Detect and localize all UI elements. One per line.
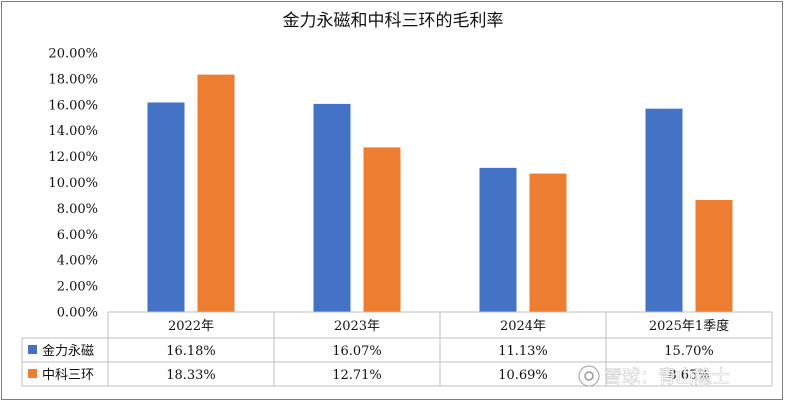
bar (479, 167, 517, 312)
y-tick-label: 6.00% (57, 228, 98, 243)
table-value: 18.33% (166, 368, 216, 383)
table-value: 8.65% (668, 368, 709, 383)
watermark-text: 雪球：青山隐士 (604, 367, 730, 388)
watermark-logo-icon (578, 365, 600, 387)
y-tick-label: 20.00% (48, 47, 98, 62)
category-label: 2025年1季度 (649, 318, 729, 334)
y-tick-label: 2.00% (57, 280, 98, 295)
y-tick-label: 16.00% (48, 98, 98, 113)
table-value: 12.71% (332, 368, 382, 383)
y-tick-label: 8.00% (57, 202, 98, 217)
table-value: 16.18% (166, 344, 216, 359)
legend-label: 中科三环 (42, 368, 94, 383)
bar (695, 199, 733, 312)
y-axis: 0.00% 2.00% 4.00% 6.00% 8.00% 10.00% 12.00% 14.… (48, 47, 98, 321)
watermark-logo-inner (584, 371, 594, 381)
y-tick-label: 14.00% (48, 124, 98, 139)
legend-swatch (28, 369, 37, 378)
category-label: 2024年 (500, 319, 546, 334)
legend-swatch (28, 345, 37, 354)
y-tick-label: 18.00% (48, 72, 98, 87)
y-tick-label: 4.00% (57, 254, 98, 269)
table-value: 10.69% (498, 368, 548, 383)
bar (313, 103, 351, 313)
table-value: 15.70% (664, 344, 714, 359)
legend-label: 金力永磁 (42, 343, 94, 359)
bars (147, 74, 733, 313)
chart-title: 金力永磁和中科三环的毛利率 (283, 11, 504, 31)
y-tick-label: 0.00% (57, 306, 98, 321)
table-value: 11.13% (498, 344, 548, 359)
y-tick-label: 12.00% (48, 150, 98, 165)
bar (645, 108, 683, 312)
table-value: 16.07% (332, 344, 382, 359)
bar (197, 74, 235, 313)
bar (363, 147, 401, 312)
category-label: 2023年 (334, 319, 380, 334)
bar (529, 173, 567, 312)
watermark: 雪球：青山隐士 (578, 365, 730, 388)
y-tick-label: 10.00% (48, 176, 98, 191)
category-label: 2022年 (168, 319, 214, 334)
bar (147, 102, 185, 313)
